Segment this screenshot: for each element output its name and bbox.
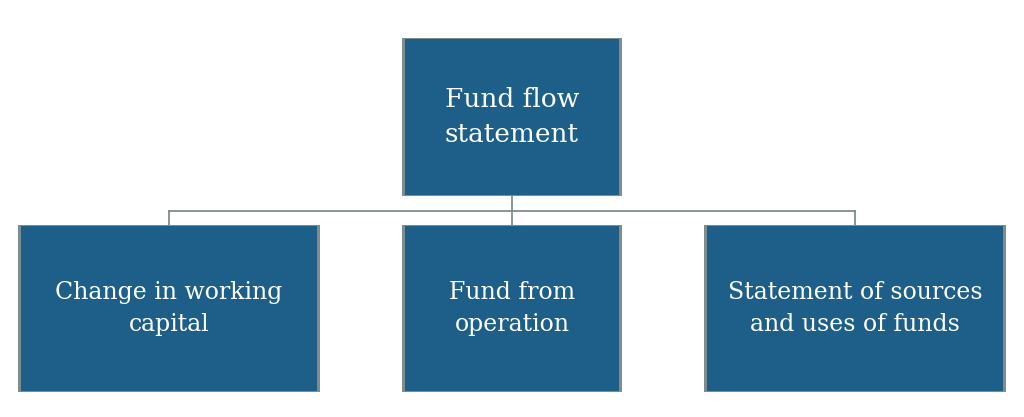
- FancyBboxPatch shape: [18, 225, 319, 392]
- Text: Change in working
capital: Change in working capital: [55, 281, 283, 336]
- FancyBboxPatch shape: [22, 226, 317, 391]
- FancyBboxPatch shape: [707, 226, 1004, 391]
- FancyBboxPatch shape: [406, 39, 618, 195]
- Text: Fund flow
statement: Fund flow statement: [444, 87, 580, 147]
- Text: Statement of sources
and uses of funds: Statement of sources and uses of funds: [728, 281, 982, 336]
- FancyBboxPatch shape: [406, 226, 618, 391]
- FancyBboxPatch shape: [401, 225, 623, 392]
- Text: Fund from
operation: Fund from operation: [449, 281, 575, 336]
- FancyBboxPatch shape: [401, 38, 623, 196]
- FancyBboxPatch shape: [705, 225, 1006, 392]
